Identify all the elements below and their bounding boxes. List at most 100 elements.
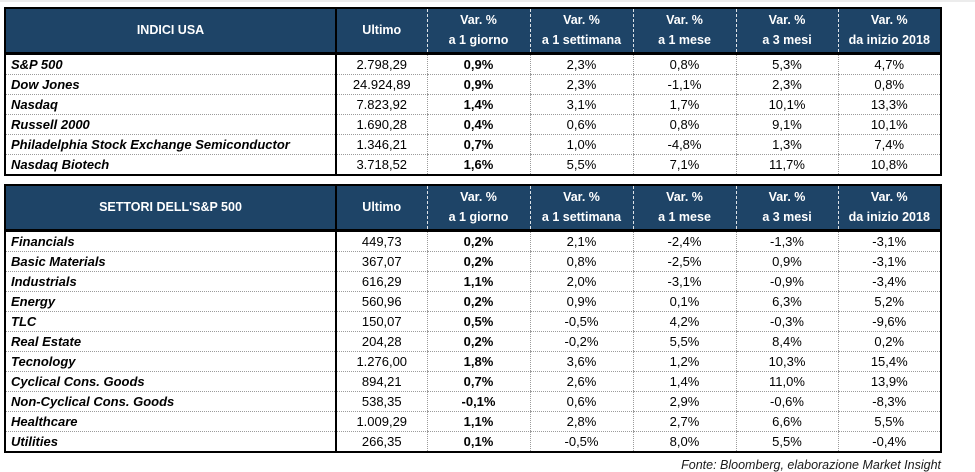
cell-value: 5,5% xyxy=(632,331,736,352)
row-label: Healthcare xyxy=(5,411,336,432)
cell-value: 3,1% xyxy=(529,94,633,115)
row-label: Nasdaq xyxy=(5,94,336,115)
report-tables: INDICI USA Ultimo Var. % a 1 giorno Var.… xyxy=(0,2,942,472)
column-header-var-1-settimana: Var. % a 1 settimana xyxy=(529,8,633,55)
cell-value: 4,2% xyxy=(632,311,736,332)
cell-value: 150,07 xyxy=(335,311,427,332)
row-label: Financials xyxy=(5,230,336,252)
cell-value: 0,6% xyxy=(529,114,633,135)
column-header-ultimo: Ultimo xyxy=(335,185,427,232)
cell-value: -2,4% xyxy=(632,230,736,252)
cell-value: 1,6% xyxy=(426,154,530,175)
cell-value: -0,5% xyxy=(529,311,633,332)
row-label: Real Estate xyxy=(5,331,336,352)
cell-value: -3,1% xyxy=(632,271,736,292)
cell-value: 13,3% xyxy=(837,94,941,115)
cell-value: 2,3% xyxy=(529,53,633,75)
cell-value: -0,1% xyxy=(426,391,530,412)
table-row: Philadelphia Stock Exchange Semiconducto… xyxy=(5,134,941,155)
cell-value: 538,35 xyxy=(335,391,427,412)
column-header-var-1-mese: Var. % a 1 mese xyxy=(632,185,736,232)
cell-value: 8,0% xyxy=(632,431,736,452)
cell-value: -1,1% xyxy=(632,74,736,95)
table-row: Cyclical Cons. Goods 894,21 0,7% 2,6% 1,4% 11… xyxy=(5,371,941,392)
cell-value: 10,1% xyxy=(837,114,941,135)
cell-value: 7,1% xyxy=(632,154,736,175)
cell-value: 0,2% xyxy=(426,251,530,272)
cell-value: 1.690,28 xyxy=(335,114,427,135)
cell-value: 6,6% xyxy=(735,411,838,432)
row-label: Utilities xyxy=(11,434,58,449)
table-row: Tecnology 1.276,00 1,8% 3,6% 1,2% 10,3% 15,4% xyxy=(5,351,941,372)
cell-value: -2,5% xyxy=(632,251,736,272)
cell-value: 1,1% xyxy=(426,411,530,432)
cell-value: 1.009,29 xyxy=(335,411,427,432)
cell-value: -0,3% xyxy=(735,311,838,332)
cell-value: -0,4% xyxy=(837,431,941,452)
cell-value: -9,6% xyxy=(837,311,941,332)
row-label: Nasdaq Biotech xyxy=(11,157,110,172)
cell-value: 1,2% xyxy=(632,351,736,372)
header-row: INDICI USA Ultimo Var. % a 1 giorno Var.… xyxy=(5,8,941,55)
cell-value: 3.718,52 xyxy=(335,154,427,175)
table-row: TLC 150,07 0,5% -0,5% 4,2% -0,3% -9,6% xyxy=(5,311,941,332)
table-row: Non-Cyclical Cons. Goods 538,35 -0,1% 0,6% 2… xyxy=(5,391,941,412)
cell-value: 1,4% xyxy=(632,371,736,392)
cell-value: 3,6% xyxy=(529,351,633,372)
column-header-var-3-mesi: Var. % a 3 mesi xyxy=(735,8,838,55)
cell-value: 5,5% xyxy=(529,154,633,175)
cell-value: 5,3% xyxy=(735,53,838,75)
cell-value: 0,9% xyxy=(735,251,838,272)
column-header-var-inizio-2018: Var. % da inizio 2018 xyxy=(837,8,941,55)
cell-value: -0,6% xyxy=(735,391,838,412)
cell-value: 1,8% xyxy=(426,351,530,372)
cell-value: 2.798,29 xyxy=(335,53,427,75)
cell-value: 0,7% xyxy=(426,371,530,392)
cell-value: 1,7% xyxy=(632,94,736,115)
row-label: Energy xyxy=(5,291,336,312)
row-label: Dow Jones xyxy=(5,74,336,95)
cell-value: 2,0% xyxy=(529,271,633,292)
cell-value: 2,9% xyxy=(632,391,736,412)
cell-value: 2,1% xyxy=(529,230,633,252)
table-title: INDICI USA xyxy=(5,8,336,55)
cell-value: 449,73 xyxy=(335,230,427,252)
cell-value: 0,9% xyxy=(529,291,633,312)
cell-value: 15,4% xyxy=(837,351,941,372)
settori-sp500-header: SETTORI DELL'S&P 500 Ultimo Var. % a 1 g… xyxy=(5,185,941,232)
column-header-ultimo: Ultimo xyxy=(335,8,427,55)
cell-value: 1,0% xyxy=(529,134,633,155)
column-header-var-inizio-2018: Var. % da inizio 2018 xyxy=(837,185,941,232)
cell-value: 894,21 xyxy=(335,371,427,392)
source-note: Fonte: Bloomberg, elaborazione Market In… xyxy=(681,458,941,472)
cell-value: 1.346,21 xyxy=(335,134,427,155)
table-row: Energy 560,96 0,2% 0,9% 0,1% 6,3% 5,2% xyxy=(5,291,941,312)
cell-value: 266,35 xyxy=(335,431,427,452)
cell-value: 1,3% xyxy=(735,134,838,155)
cell-value: 8,4% xyxy=(735,331,838,352)
cell-value: 6,3% xyxy=(735,291,838,312)
cell-value: 367,07 xyxy=(335,251,427,272)
column-header-var-1-mese: Var. % a 1 mese xyxy=(632,8,736,55)
cell-value: 1,1% xyxy=(426,271,530,292)
table-row: S&P 500 2.798,29 0,9% 2,3% 0,8% 5,3% 4,7% xyxy=(5,53,941,75)
row-label: Industrials xyxy=(5,271,336,292)
row-label: TLC xyxy=(5,311,336,332)
header-row: SETTORI DELL'S&P 500 Ultimo Var. % a 1 g… xyxy=(5,185,941,232)
row-label: Philadelphia Stock Exchange Semiconducto… xyxy=(5,134,336,155)
cell-value: 2,8% xyxy=(529,411,633,432)
cell-value: 9,1% xyxy=(735,114,838,135)
row-label: Tecnology xyxy=(5,351,336,372)
cell-value: 13,9% xyxy=(837,371,941,392)
cell-value: 10,8% xyxy=(837,154,941,175)
settori-sp500-body: Financials 449,73 0,2% 2,1% -2,4% -1,3% -3,1% B… xyxy=(5,230,941,452)
indici-usa-table: INDICI USA Ultimo Var. % a 1 giorno Var.… xyxy=(4,7,942,176)
row-label: Cyclical Cons. Goods xyxy=(5,371,336,392)
cell-value: 616,29 xyxy=(335,271,427,292)
cell-value: 0,8% xyxy=(529,251,633,272)
cell-value: 10,1% xyxy=(735,94,838,115)
cell-value: 1.276,00 xyxy=(335,351,427,372)
cell-value: 11,7% xyxy=(735,154,838,175)
table-row: Real Estate 204,28 0,2% -0,2% 5,5% 8,4% 0,2% xyxy=(5,331,941,352)
indici-usa-header: INDICI USA Ultimo Var. % a 1 giorno Var.… xyxy=(5,8,941,55)
